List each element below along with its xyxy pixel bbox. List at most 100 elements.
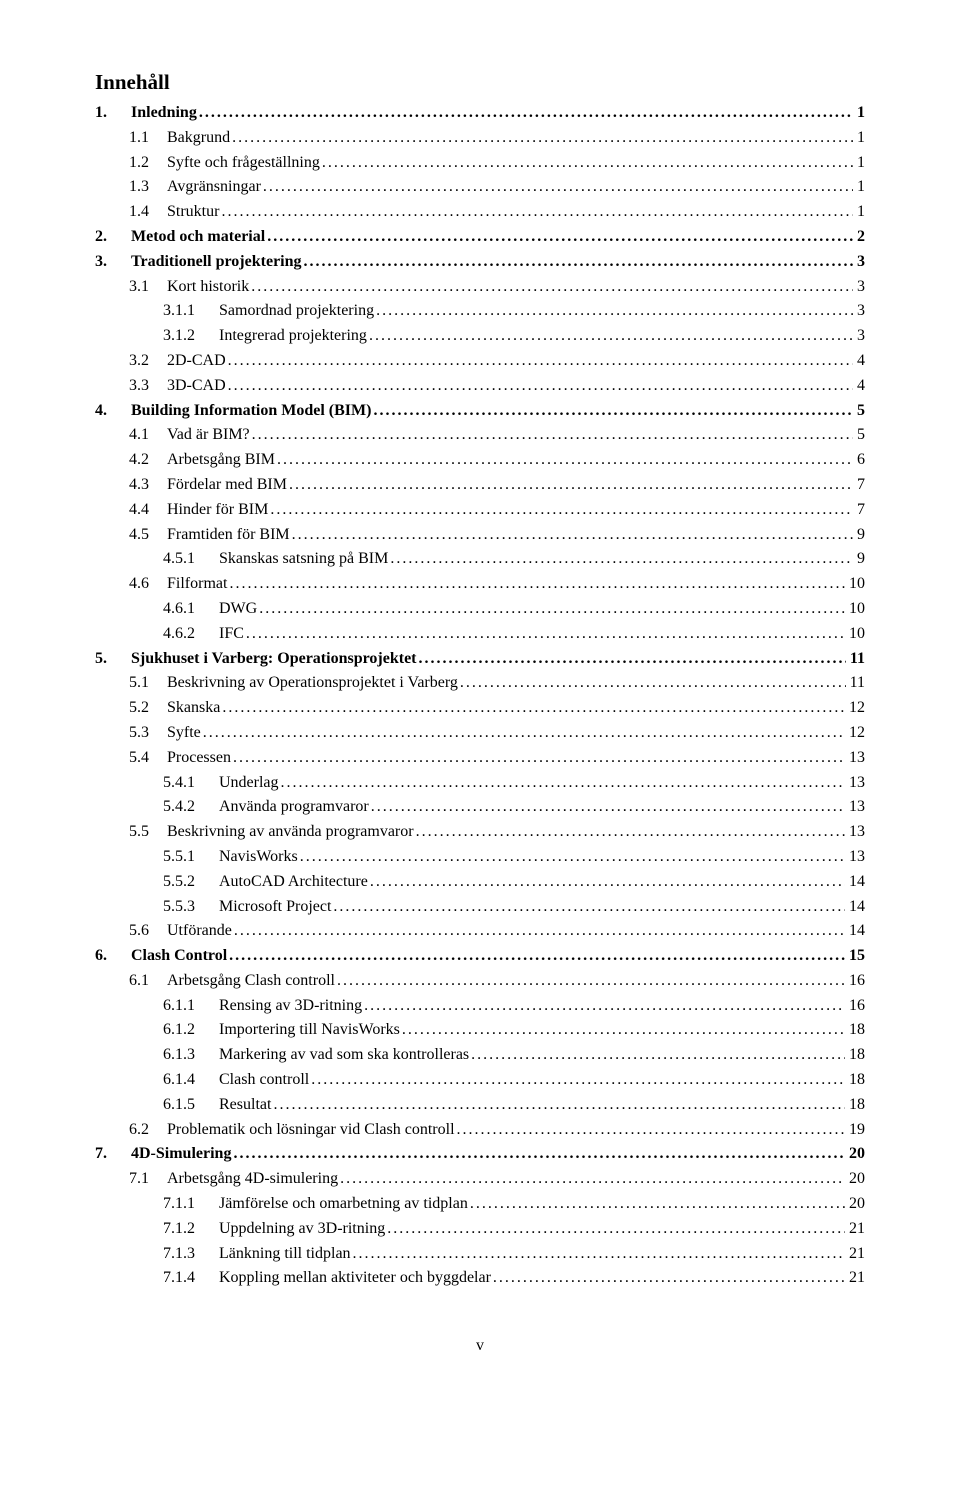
toc-leader-dots [228, 374, 853, 390]
toc-leader-dots [199, 101, 853, 117]
toc-entry-number: 1.2 [129, 151, 167, 176]
toc-entry-number: 3.1.1 [163, 299, 219, 324]
toc-leader-dots [259, 597, 845, 613]
toc-entry-number: 4.6.1 [163, 597, 219, 622]
toc-leader-dots [376, 299, 853, 315]
toc-leader-dots [289, 473, 853, 489]
toc-leader-dots [322, 151, 853, 167]
toc-entry: 4.6.2IFC10 [95, 622, 865, 647]
toc-entry-number: 4.2 [129, 448, 167, 473]
toc-entry-page: 19 [845, 1118, 865, 1143]
toc-leader-dots [229, 944, 845, 960]
toc-entry-number: 5.4 [129, 746, 167, 771]
toc-entry-label: DWG [219, 597, 259, 622]
toc-entry-page: 13 [845, 771, 865, 796]
toc-entry-label: Rensing av 3D-ritning [219, 994, 364, 1019]
toc-list: 1.Inledning11.1Bakgrund11.2Syfte och frå… [95, 101, 865, 1291]
toc-entry-label: Arbetsgång 4D-simulering [167, 1167, 340, 1192]
toc-entry-number: 2. [95, 225, 131, 250]
toc-leader-dots [390, 547, 853, 563]
toc-entry-label: 4D-Simulering [131, 1142, 233, 1167]
toc-entry-number: 6.1.1 [163, 994, 219, 1019]
toc-entry-label: Skanska [167, 696, 222, 721]
toc-leader-dots [470, 1192, 845, 1208]
toc-entry-label: Filformat [167, 572, 229, 597]
toc-entry-page: 9 [853, 523, 865, 548]
toc-entry-number: 5.3 [129, 721, 167, 746]
toc-entry-label: Utförande [167, 919, 234, 944]
toc-entry-label: Beskrivning av använda programvaror [167, 820, 416, 845]
toc-entry: 5.4.2Använda programvaror13 [95, 795, 865, 820]
toc-entry: 4.5.1Skanskas satsning på BIM9 [95, 547, 865, 572]
toc-entry-number: 6.1 [129, 969, 167, 994]
toc-entry: 4.4Hinder för BIM7 [95, 498, 865, 523]
toc-entry: 5.Sjukhuset i Varberg: Operationsprojekt… [95, 647, 865, 672]
toc-entry: 4.5Framtiden för BIM9 [95, 523, 865, 548]
toc-leader-dots [281, 771, 845, 787]
toc-entry: 6.1Arbetsgång Clash controll16 [95, 969, 865, 994]
toc-entry: 5.5.1NavisWorks13 [95, 845, 865, 870]
toc-entry-label: Integrerad projektering [219, 324, 369, 349]
toc-entry: 5.3Syfte12 [95, 721, 865, 746]
toc-title: Innehåll [95, 70, 865, 95]
toc-entry-page: 13 [845, 845, 865, 870]
toc-entry-page: 12 [845, 696, 865, 721]
toc-entry-number: 4.6.2 [163, 622, 219, 647]
toc-entry-number: 7.1.2 [163, 1217, 219, 1242]
toc-entry-page: 11 [846, 647, 865, 672]
toc-entry-number: 3.2 [129, 349, 167, 374]
toc-entry-label: Skanskas satsning på BIM [219, 547, 390, 572]
toc-entry-page: 3 [853, 250, 865, 275]
toc-entry-page: 18 [845, 1043, 865, 1068]
toc-entry-page: 4 [853, 349, 865, 374]
toc-entry: 5.2Skanska12 [95, 696, 865, 721]
toc-entry-label: Resultat [219, 1093, 273, 1118]
toc-entry-label: Länkning till tidplan [219, 1242, 353, 1267]
toc-entry-label: 2D-CAD [167, 349, 228, 374]
toc-leader-dots [267, 225, 853, 241]
toc-entry-number: 1.1 [129, 126, 167, 151]
toc-entry: 3.Traditionell projektering3 [95, 250, 865, 275]
toc-entry: 6.2Problematik och lösningar vid Clash c… [95, 1118, 865, 1143]
toc-entry-label: Building Information Model (BIM) [131, 399, 373, 424]
toc-entry: 5.6Utförande14 [95, 919, 865, 944]
toc-entry-page: 20 [845, 1142, 865, 1167]
toc-entry-label: Microsoft Project [219, 895, 333, 920]
toc-entry: 3.1.2Integrerad projektering3 [95, 324, 865, 349]
toc-entry-page: 7 [853, 473, 865, 498]
toc-entry-page: 4 [853, 374, 865, 399]
toc-leader-dots [387, 1217, 845, 1233]
page-number: v [95, 1337, 865, 1355]
toc-leader-dots [460, 671, 846, 687]
toc-entry-page: 14 [845, 919, 865, 944]
toc-entry-label: Beskrivning av Operationsprojektet i Var… [167, 671, 460, 696]
toc-entry-label: NavisWorks [219, 845, 300, 870]
toc-leader-dots [270, 498, 853, 514]
toc-leader-dots [457, 1118, 845, 1134]
toc-entry-label: Arbetsgång Clash controll [167, 969, 337, 994]
toc-entry-label: Metod och material [131, 225, 267, 250]
toc-entry-label: Uppdelning av 3D-ritning [219, 1217, 387, 1242]
toc-leader-dots [364, 994, 845, 1010]
toc-leader-dots [251, 275, 853, 291]
toc-entry-number: 7.1.3 [163, 1242, 219, 1267]
toc-entry: 3.22D-CAD 4 [95, 349, 865, 374]
toc-entry-page: 1 [853, 200, 865, 225]
toc-entry-page: 21 [845, 1266, 865, 1291]
toc-entry-page: 18 [845, 1093, 865, 1118]
toc-entry-label: AutoCAD Architecture [219, 870, 370, 895]
toc-leader-dots [234, 919, 845, 935]
toc-leader-dots [369, 324, 853, 340]
toc-entry-label: Underlag [219, 771, 281, 796]
toc-entry-label: Kort historik [167, 275, 251, 300]
toc-leader-dots [402, 1018, 845, 1034]
toc-entry-label: Sjukhuset i Varberg: Operationsprojektet [131, 647, 419, 672]
toc-entry-page: 12 [845, 721, 865, 746]
toc-entry-number: 6.1.2 [163, 1018, 219, 1043]
toc-entry-page: 14 [845, 870, 865, 895]
toc-leader-dots [304, 250, 853, 266]
toc-entry-number: 6. [95, 944, 131, 969]
toc-entry: 6.1.2Importering till NavisWorks18 [95, 1018, 865, 1043]
toc-entry: 1.2Syfte och frågeställning1 [95, 151, 865, 176]
toc-entry-number: 1.3 [129, 175, 167, 200]
